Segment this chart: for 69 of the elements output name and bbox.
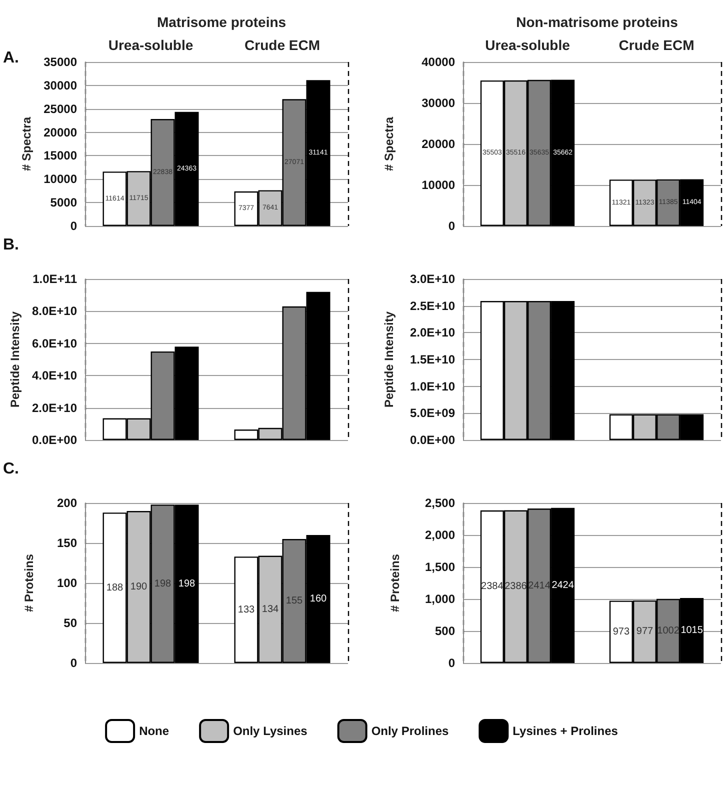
y-tick-label: 150 xyxy=(56,536,78,550)
data-label: 977 xyxy=(636,626,654,638)
data-label: 155 xyxy=(286,596,304,606)
y-tick-label: 2.5E+10 xyxy=(410,298,456,313)
y-tick-label: 40000 xyxy=(422,55,456,69)
text: C. xyxy=(3,460,19,478)
y-tick-label: 2,500 xyxy=(424,496,456,510)
legend-label: Only Lysines xyxy=(233,724,308,738)
y-tick-label: 15000 xyxy=(44,148,78,163)
legend-label: Only Prolines xyxy=(371,724,449,738)
legend-label: None xyxy=(139,724,170,738)
text: A. xyxy=(3,50,19,66)
y-axis-title: # Spectra xyxy=(20,116,34,172)
y-tick-label: 0.0E+00 xyxy=(32,433,78,447)
y-tick-label: 200 xyxy=(56,496,78,510)
x-tick-label: Crude ECM xyxy=(618,37,694,53)
y-tick-label: 100 xyxy=(56,576,78,590)
x-tick-label: Urea-soluble xyxy=(485,37,570,53)
y-tick-label: 500 xyxy=(434,624,456,638)
y-tick-label: 30000 xyxy=(422,96,456,110)
x-tick-label: Crude ECM xyxy=(244,37,320,53)
y-tick-label: 35000 xyxy=(44,55,78,69)
data-label: 133 xyxy=(238,604,256,616)
y-tick-label: 5.0E+09 xyxy=(410,406,456,420)
y-tick-label: 25000 xyxy=(44,102,78,116)
data-label: 190 xyxy=(130,582,148,592)
text: B. xyxy=(3,236,19,254)
y-tick-label: 1.0E+11 xyxy=(32,272,78,286)
y-tick-label: 0 xyxy=(448,219,456,233)
y-axis-title: # Proteins xyxy=(22,554,36,612)
y-tick-label: 1,500 xyxy=(424,560,456,574)
chart-title: Matrisome proteins xyxy=(156,14,286,30)
y-tick-label: 6.0E+10 xyxy=(32,336,78,350)
y-tick-label: 30000 xyxy=(44,78,78,92)
x-tick-label: Urea-soluble xyxy=(108,37,194,53)
y-tick-label: 3.0E+10 xyxy=(410,272,456,286)
data-label: 134 xyxy=(262,604,280,615)
legend-label: Lysines + Prolines xyxy=(512,724,618,738)
y-tick-label: 0.0E+00 xyxy=(410,433,456,447)
y-tick-label: 4.0E+10 xyxy=(32,368,78,383)
y-tick-label: 8.0E+10 xyxy=(32,304,78,318)
y-tick-label: 0 xyxy=(70,219,78,233)
data-label: 1015 xyxy=(680,625,704,636)
data-label: 2424 xyxy=(552,580,574,591)
y-tick-label: 2,000 xyxy=(424,528,456,542)
data-label: 1002 xyxy=(657,625,680,636)
y-axis-title: # Proteins xyxy=(388,554,402,612)
y-tick-label: 0 xyxy=(448,656,456,670)
y-tick-label: 2.0E+10 xyxy=(410,326,456,340)
data-label: 198 xyxy=(154,578,172,590)
chart-title: Non-matrisome proteins xyxy=(516,14,678,30)
y-axis-title: # Spectra xyxy=(382,116,396,172)
y-tick-label: 1.0E+10 xyxy=(410,379,456,394)
y-tick-label: 0 xyxy=(70,656,78,670)
y-tick-label: 1,000 xyxy=(424,592,456,606)
y-tick-label: 10000 xyxy=(44,172,78,186)
y-tick-label: 10000 xyxy=(422,178,456,192)
y-tick-label: 20000 xyxy=(422,137,456,151)
data-label: 188 xyxy=(106,582,124,594)
y-tick-label: 5000 xyxy=(50,196,78,210)
y-axis-title: Peptide Intensity xyxy=(382,311,396,408)
y-tick-label: 20000 xyxy=(44,125,78,140)
data-label: 160 xyxy=(310,594,328,604)
y-tick-label: 50 xyxy=(64,616,78,630)
y-tick-label: 1.5E+10 xyxy=(410,352,456,366)
data-label: 973 xyxy=(612,626,630,638)
y-axis-title: Peptide Intensity xyxy=(8,311,22,408)
data-label: 198 xyxy=(178,578,196,590)
y-tick-label: 2.0E+10 xyxy=(32,400,78,415)
